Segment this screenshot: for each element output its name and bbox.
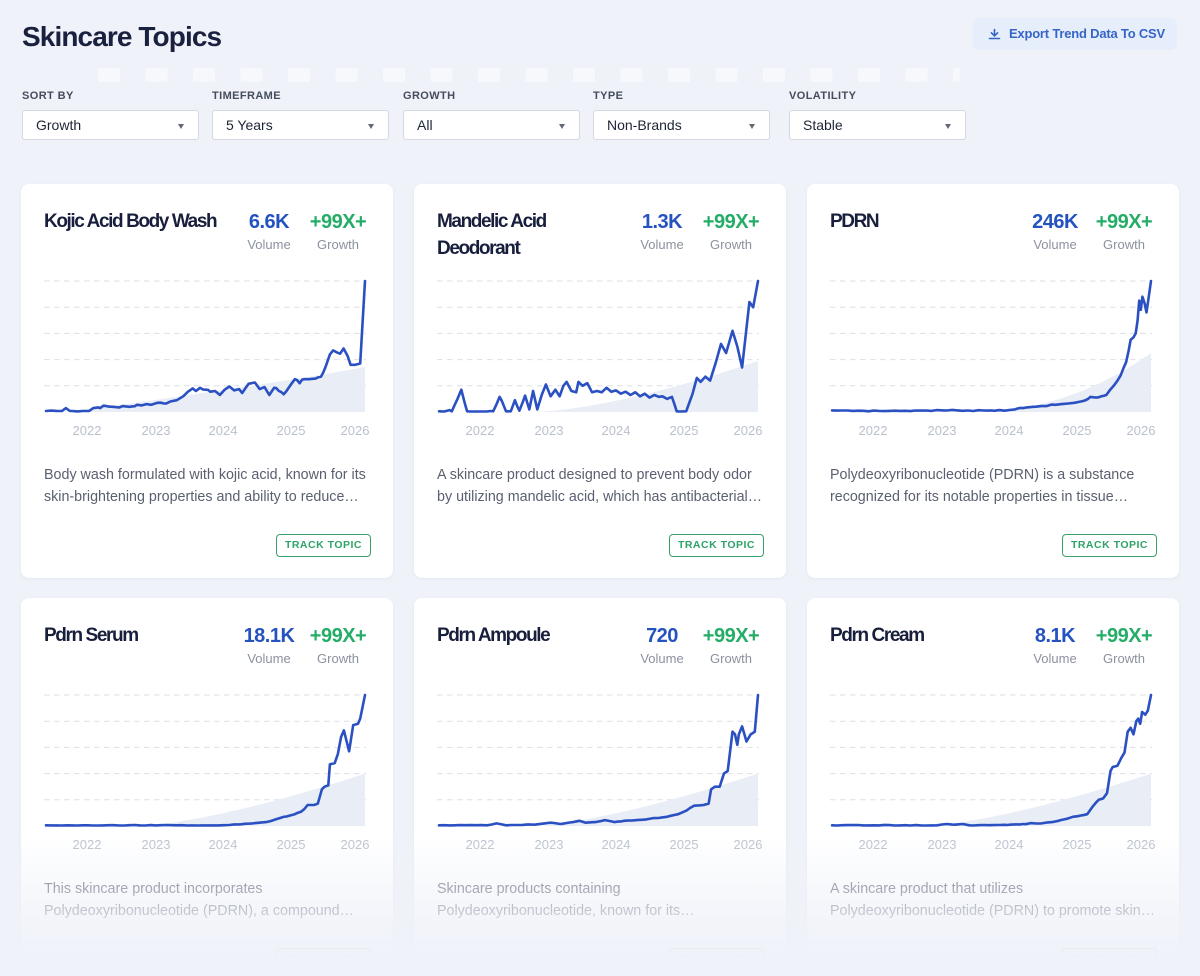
svg-text:2026: 2026 [341, 423, 370, 438]
svg-text:2024: 2024 [602, 423, 631, 438]
svg-text:2025: 2025 [277, 423, 306, 438]
svg-text:2022: 2022 [73, 423, 102, 438]
svg-text:2024: 2024 [209, 423, 238, 438]
svg-text:2022: 2022 [466, 423, 495, 438]
svg-text:2023: 2023 [535, 423, 564, 438]
svg-text:2023: 2023 [928, 423, 957, 438]
svg-text:2025: 2025 [1063, 423, 1092, 438]
svg-text:2024: 2024 [995, 423, 1024, 438]
svg-text:2022: 2022 [859, 423, 888, 438]
svg-text:2025: 2025 [670, 423, 699, 438]
svg-text:2026: 2026 [734, 423, 763, 438]
svg-text:2026: 2026 [1127, 423, 1156, 438]
svg-text:2023: 2023 [142, 423, 171, 438]
